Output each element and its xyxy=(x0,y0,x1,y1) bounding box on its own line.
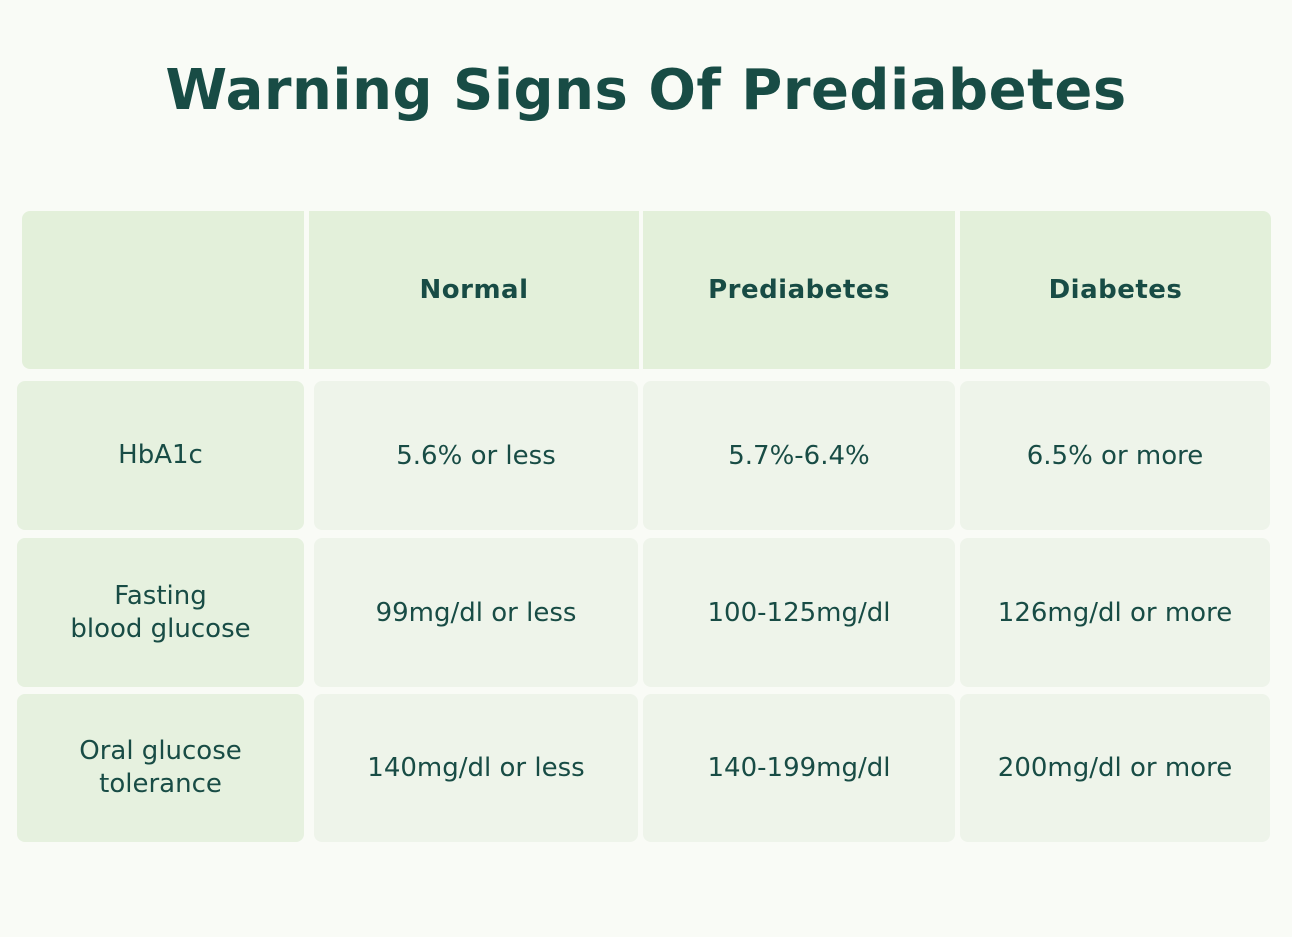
table-cell: 99mg/dl or less xyxy=(314,538,638,687)
row-label-fasting-blood-glucose: Fasting blood glucose xyxy=(17,538,304,687)
table-cell: 126mg/dl or more xyxy=(960,538,1270,687)
table-cell: 5.6% or less xyxy=(314,381,638,530)
header-corner-cell xyxy=(22,211,304,369)
table-cell: 200mg/dl or more xyxy=(960,694,1270,842)
row-label-text: Fasting blood glucose xyxy=(70,580,251,644)
row-label-text: Oral glucose tolerance xyxy=(79,736,242,799)
column-header-normal: Normal xyxy=(309,211,639,369)
table-cell: 140mg/dl or less xyxy=(314,694,638,842)
row-label-hba1c: HbA1c xyxy=(17,381,304,530)
column-header-prediabetes: Prediabetes xyxy=(643,211,955,369)
row-label-text: HbA1c xyxy=(118,440,203,470)
table-cell: 6.5% or more xyxy=(960,381,1270,530)
table-cell: 5.7%-6.4% xyxy=(643,381,955,530)
page-title: Warning Signs Of Prediabetes xyxy=(165,58,1127,123)
table-cell: 100-125mg/dl xyxy=(643,538,955,687)
table-cell: 140-199mg/dl xyxy=(643,694,955,842)
column-header-diabetes: Diabetes xyxy=(960,211,1271,369)
row-label-oral-glucose-tolerance: Oral glucose tolerance xyxy=(17,694,304,842)
